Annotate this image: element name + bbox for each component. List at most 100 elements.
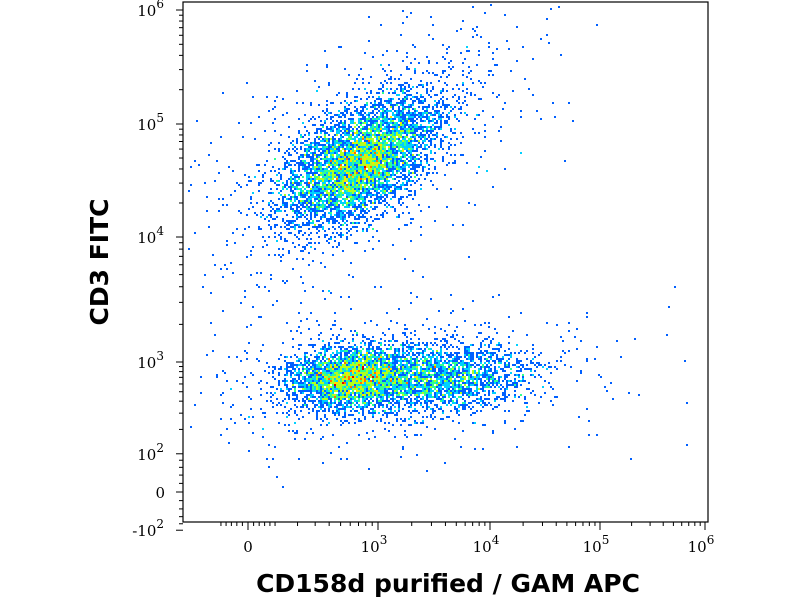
event-point xyxy=(346,148,348,150)
event-point xyxy=(300,146,302,148)
event-point xyxy=(372,404,374,406)
event-point xyxy=(292,210,294,212)
event-point xyxy=(346,402,348,404)
event-point xyxy=(370,152,372,154)
event-point xyxy=(320,186,322,188)
event-point xyxy=(368,352,370,354)
event-point xyxy=(384,128,386,130)
event-point xyxy=(332,370,334,372)
event-point xyxy=(284,196,286,198)
event-point xyxy=(368,164,370,166)
event-point xyxy=(386,138,388,140)
event-point xyxy=(290,142,292,144)
event-point xyxy=(364,106,366,108)
event-point xyxy=(332,102,334,104)
event-point xyxy=(386,174,388,176)
event-point xyxy=(354,184,356,186)
event-point xyxy=(456,30,458,32)
event-point xyxy=(336,150,338,152)
event-point xyxy=(318,362,320,364)
event-point xyxy=(368,40,370,42)
event-point xyxy=(320,218,322,220)
event-point xyxy=(382,190,384,192)
event-point xyxy=(350,202,352,204)
event-point xyxy=(362,122,364,124)
event-point xyxy=(434,134,436,136)
event-point xyxy=(456,84,458,86)
event-point xyxy=(374,132,376,134)
event-point xyxy=(384,198,386,200)
event-point xyxy=(328,180,330,182)
event-point xyxy=(370,90,372,92)
event-point xyxy=(374,208,376,210)
event-point xyxy=(402,146,404,148)
event-point xyxy=(490,70,492,72)
event-point xyxy=(396,376,398,378)
event-point xyxy=(454,162,456,164)
event-point xyxy=(318,368,320,370)
event-point xyxy=(312,388,314,390)
event-point xyxy=(426,132,428,134)
event-point xyxy=(360,124,362,126)
event-point xyxy=(346,198,348,200)
event-point xyxy=(352,150,354,152)
event-point xyxy=(360,106,362,108)
event-point xyxy=(360,148,362,150)
event-point xyxy=(312,208,314,210)
event-point xyxy=(276,180,278,182)
event-point xyxy=(358,362,360,364)
event-point xyxy=(392,364,394,366)
event-point xyxy=(388,100,390,102)
event-point xyxy=(418,98,420,100)
event-point xyxy=(394,110,396,112)
event-point xyxy=(322,126,324,128)
event-point xyxy=(320,162,322,164)
event-point xyxy=(366,406,368,408)
event-point xyxy=(326,402,328,404)
event-point xyxy=(340,394,342,396)
event-point xyxy=(376,186,378,188)
event-point xyxy=(376,152,378,154)
event-point xyxy=(238,122,240,124)
event-point xyxy=(394,92,396,94)
event-point xyxy=(406,382,408,384)
event-point xyxy=(354,154,356,156)
event-point xyxy=(282,200,284,202)
event-point xyxy=(396,126,398,128)
event-point xyxy=(380,126,382,128)
event-point xyxy=(250,324,252,326)
event-point xyxy=(352,358,354,360)
event-point xyxy=(364,206,366,208)
event-point xyxy=(376,196,378,198)
event-point xyxy=(308,146,310,148)
event-point xyxy=(370,366,372,368)
event-point xyxy=(320,332,322,334)
event-point xyxy=(366,208,368,210)
event-point xyxy=(496,344,498,346)
event-point xyxy=(334,166,336,168)
event-point xyxy=(332,154,334,156)
event-point xyxy=(310,238,312,240)
event-point xyxy=(346,96,348,98)
event-point xyxy=(224,264,226,266)
event-point xyxy=(326,178,328,180)
event-point xyxy=(334,164,336,166)
event-point xyxy=(382,110,384,112)
event-point xyxy=(260,316,262,318)
event-point xyxy=(348,138,350,140)
event-point xyxy=(410,180,412,182)
event-point xyxy=(336,212,338,214)
event-point xyxy=(342,378,344,380)
event-point xyxy=(320,366,322,368)
event-point xyxy=(320,408,322,410)
event-point xyxy=(410,146,412,148)
event-point xyxy=(348,374,350,376)
event-point xyxy=(420,128,422,130)
event-point xyxy=(330,404,332,406)
event-point xyxy=(344,402,346,404)
event-point xyxy=(350,102,352,104)
event-point xyxy=(362,210,364,212)
event-point xyxy=(258,170,260,172)
event-point xyxy=(324,212,326,214)
event-point xyxy=(304,352,306,354)
